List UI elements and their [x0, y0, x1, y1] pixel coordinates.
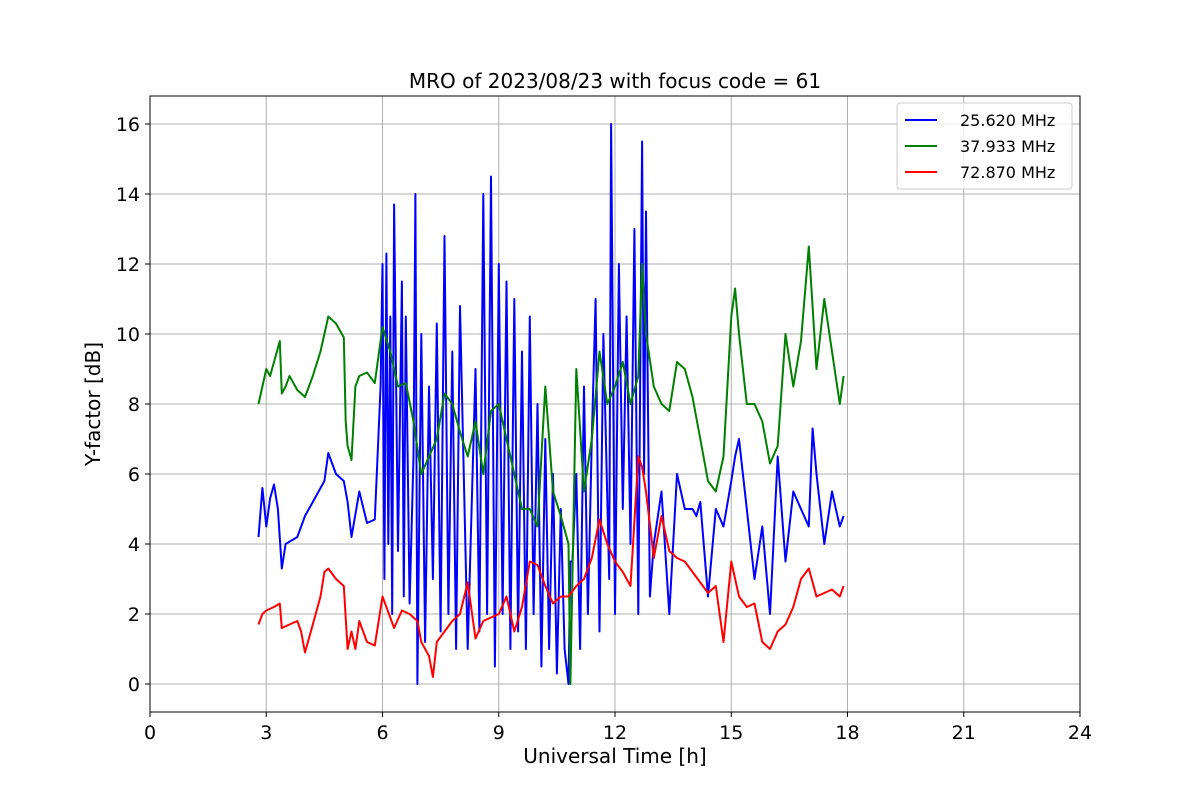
- x-axis-label: Universal Time [h]: [523, 744, 706, 768]
- x-tick-label: 12: [603, 722, 627, 744]
- series-line-3: [257, 455, 845, 678]
- legend: 25.620 MHz 37.933 MHz 72.870 MHz: [896, 102, 1073, 190]
- x-axis: 0 3 6 9 12 15 18 21 24: [144, 712, 1092, 744]
- x-tick-label: 24: [1068, 722, 1092, 744]
- y-tick-label: 10: [116, 324, 140, 346]
- legend-label-3: 72.870 MHz: [960, 163, 1055, 182]
- grid: [149, 96, 1081, 712]
- y-tick-label: 14: [116, 184, 140, 206]
- y-tick-label: 16: [116, 114, 140, 136]
- series-group: [257, 123, 845, 685]
- legend-box: [896, 102, 1073, 190]
- series-line-2: [257, 245, 845, 685]
- x-tick-label: 6: [376, 722, 388, 744]
- legend-label-2: 37.933 MHz: [960, 137, 1055, 156]
- x-tick-label: 9: [493, 722, 505, 744]
- y-tick-label: 12: [116, 254, 140, 276]
- y-axis: 0 2 4 6 8 10 12 14 16: [116, 114, 150, 696]
- x-tick-label: 15: [719, 722, 743, 744]
- y-tick-label: 8: [128, 394, 140, 416]
- x-tick-label: 0: [144, 722, 156, 744]
- x-tick-label: 21: [952, 722, 976, 744]
- y-axis-label: Y-factor [dB]: [81, 342, 105, 467]
- series-line-1: [257, 123, 845, 685]
- chart-title: MRO of 2023/08/23 with focus code = 61: [409, 69, 821, 93]
- y-tick-label: 0: [128, 674, 140, 696]
- x-tick-label: 18: [835, 722, 859, 744]
- y-tick-label: 2: [128, 604, 140, 626]
- y-tick-label: 4: [128, 534, 140, 556]
- legend-label-1: 25.620 MHz: [960, 111, 1055, 130]
- y-tick-label: 6: [128, 464, 140, 486]
- x-tick-label: 3: [260, 722, 272, 744]
